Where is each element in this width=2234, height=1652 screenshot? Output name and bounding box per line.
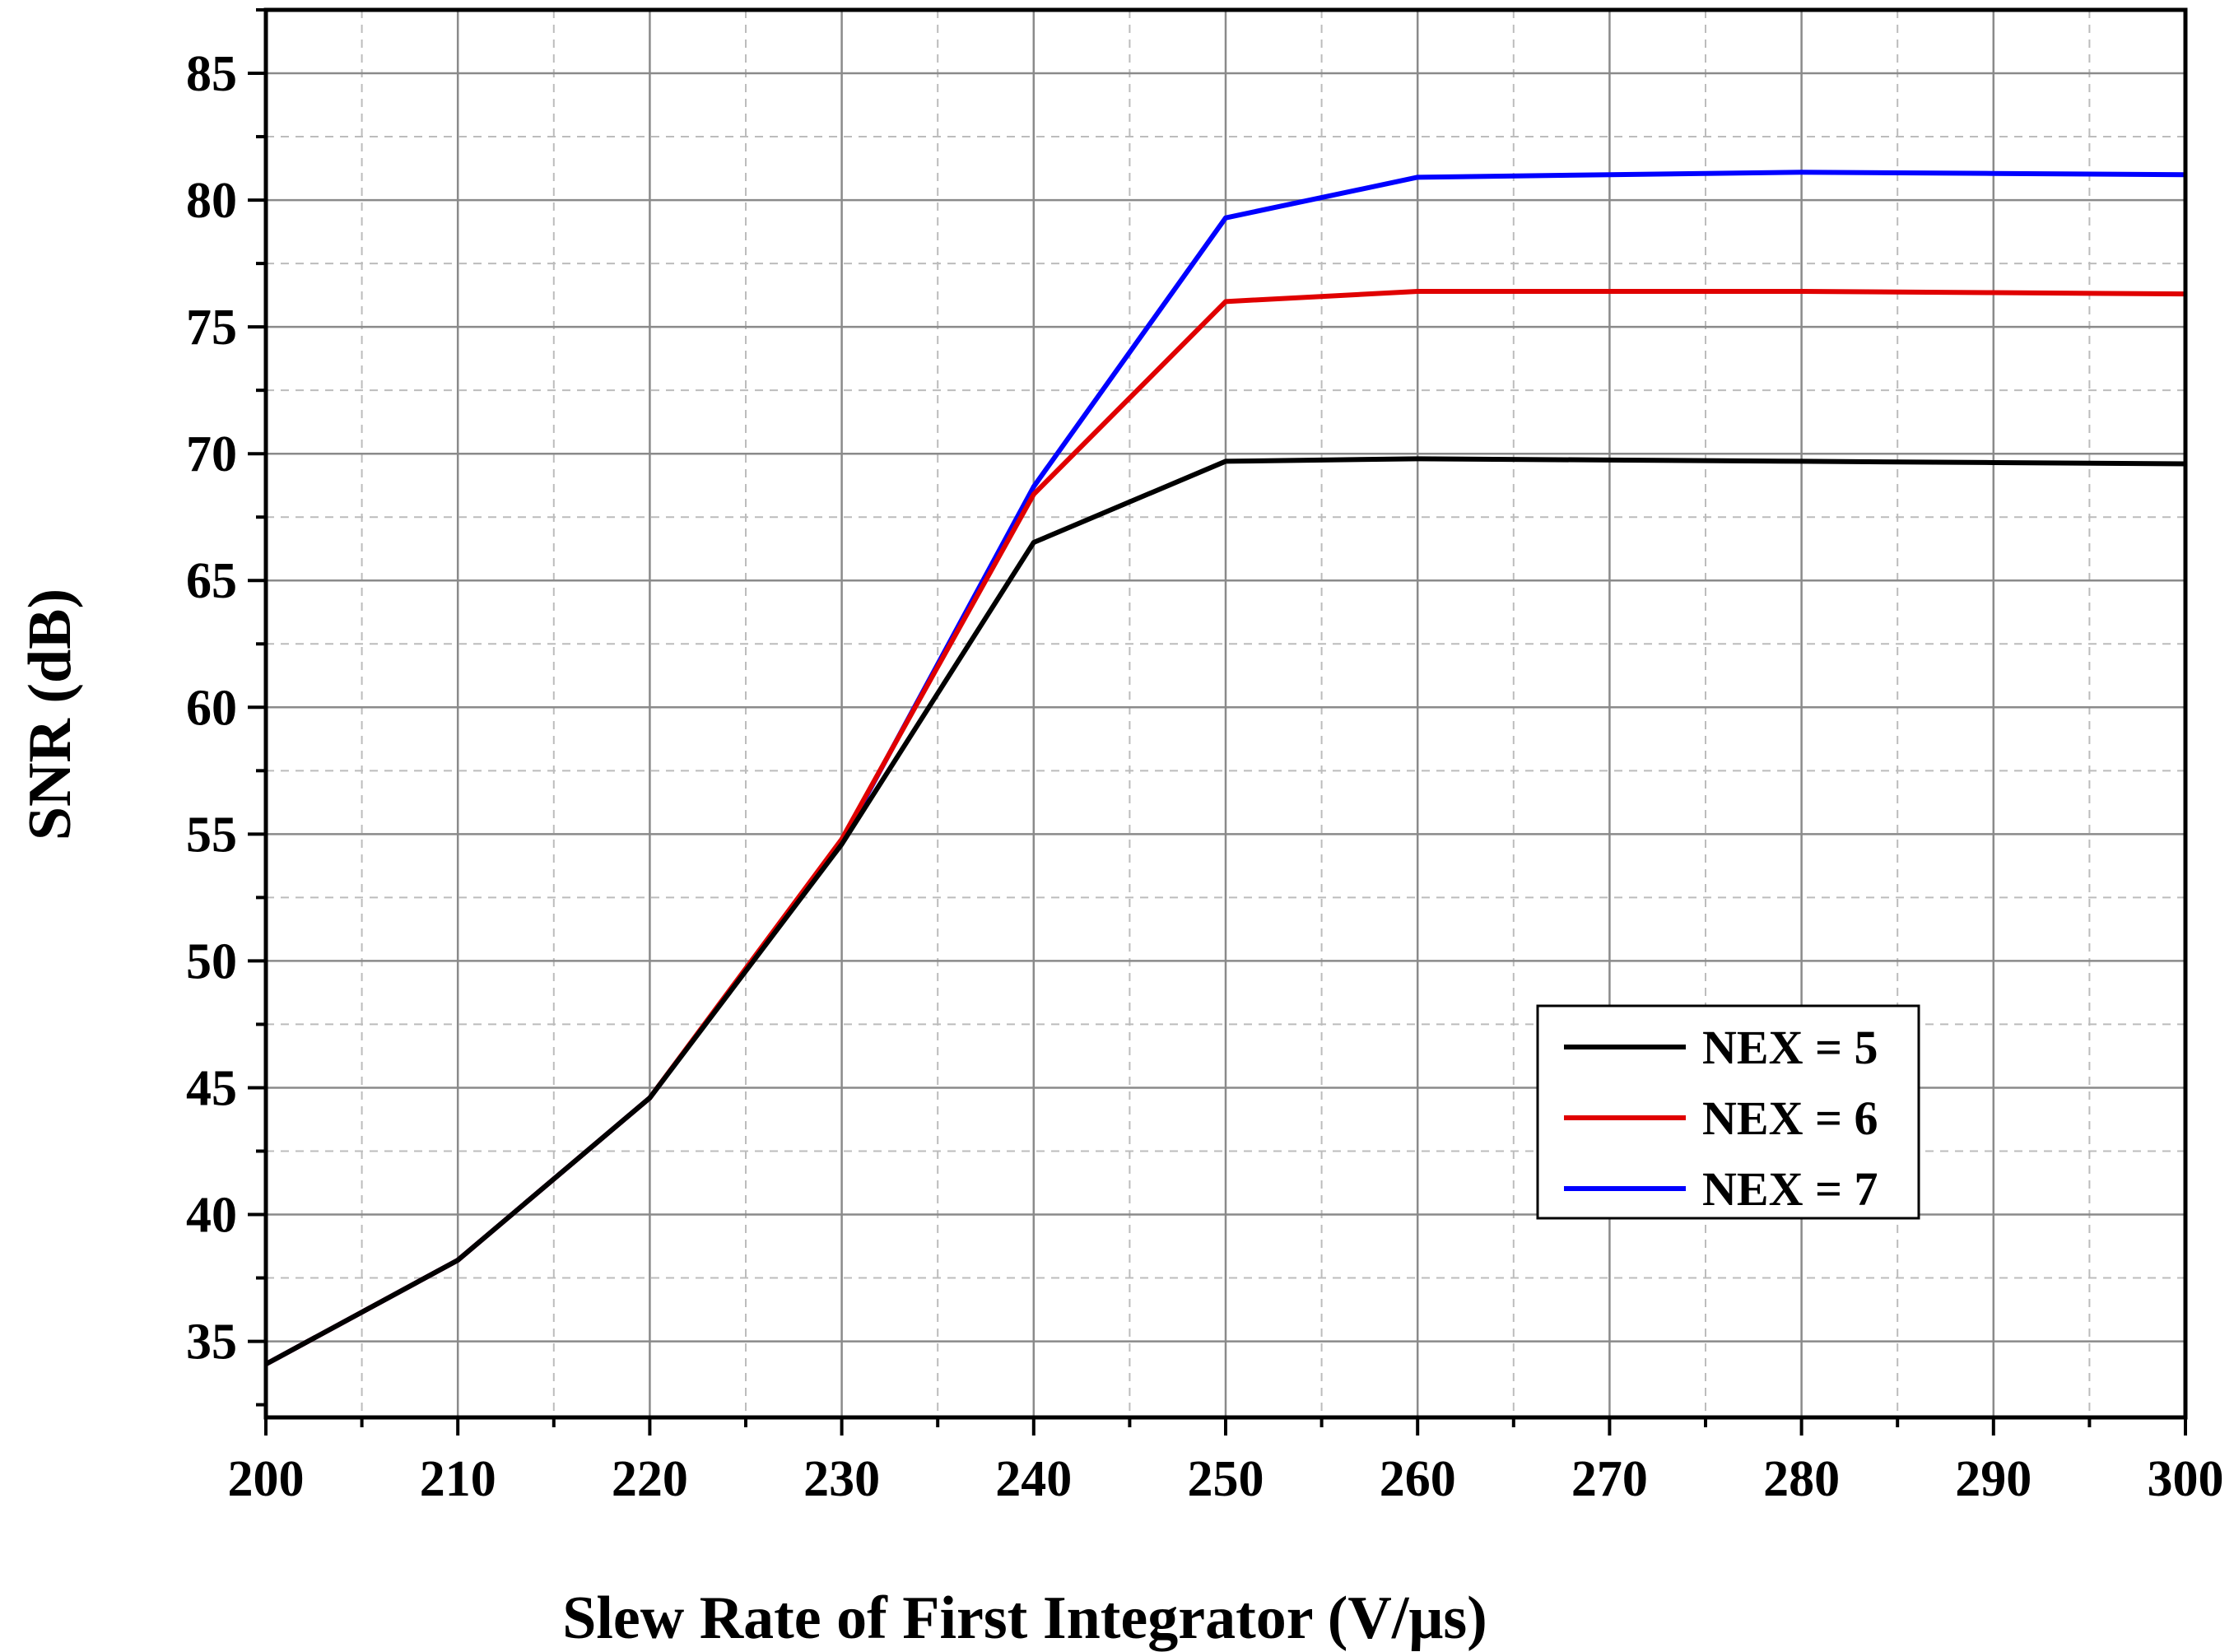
y-tick-label: 50 [186, 933, 237, 989]
legend: NEX = 5 NEX = 6 NEX = 7 [1536, 1004, 1920, 1220]
x-tick-label: 220 [612, 1451, 688, 1507]
x-tick-label: 250 [1188, 1451, 1264, 1507]
y-tick-label: 65 [186, 553, 237, 609]
x-tick-label: 240 [995, 1451, 1072, 1507]
legend-label: NEX = 7 [1702, 1162, 1878, 1216]
legend-box [1536, 1004, 1920, 1220]
x-tick-label: 210 [420, 1451, 496, 1507]
y-tick-label: 80 [186, 173, 237, 229]
series-lines [264, 170, 2186, 1366]
y-axis-title: SNR (dB) [16, 589, 84, 840]
legend-label: NEX = 5 [1702, 1021, 1878, 1074]
y-tick-label: 35 [186, 1315, 237, 1370]
x-tick-label: 280 [1763, 1451, 1840, 1507]
plot-frame [263, 7, 2188, 1420]
x-tick-label: 300 [2148, 1451, 2224, 1507]
series-line [264, 456, 2186, 1366]
y-tick-label: 55 [186, 807, 237, 863]
y-tick-label: 70 [186, 426, 237, 482]
x-tick-label: 260 [1380, 1451, 1456, 1507]
x-tick-label: 230 [803, 1451, 880, 1507]
x-tick-labels: 200 210 220 230 240 250 260 270 280 290 300 [228, 1451, 2224, 1507]
y-tick-labels: 35 40 45 50 55 60 65 70 75 80 85 [186, 46, 237, 1370]
y-tick-label: 85 [186, 46, 237, 102]
x-axis-title: Slew Rate of First Integrator (V/μs) [562, 1585, 1487, 1652]
x-tick-label: 270 [1571, 1451, 1648, 1507]
x-tick-label: 290 [1955, 1451, 2032, 1507]
y-tick-label: 45 [186, 1060, 237, 1116]
y-tick-label: 60 [186, 680, 237, 736]
y-tick-label: 40 [186, 1188, 237, 1244]
legend-label: NEX = 6 [1702, 1091, 1878, 1145]
axis-ticks [248, 8, 2187, 1436]
x-tick-label: 200 [228, 1451, 305, 1507]
y-tick-label: 75 [186, 300, 237, 356]
